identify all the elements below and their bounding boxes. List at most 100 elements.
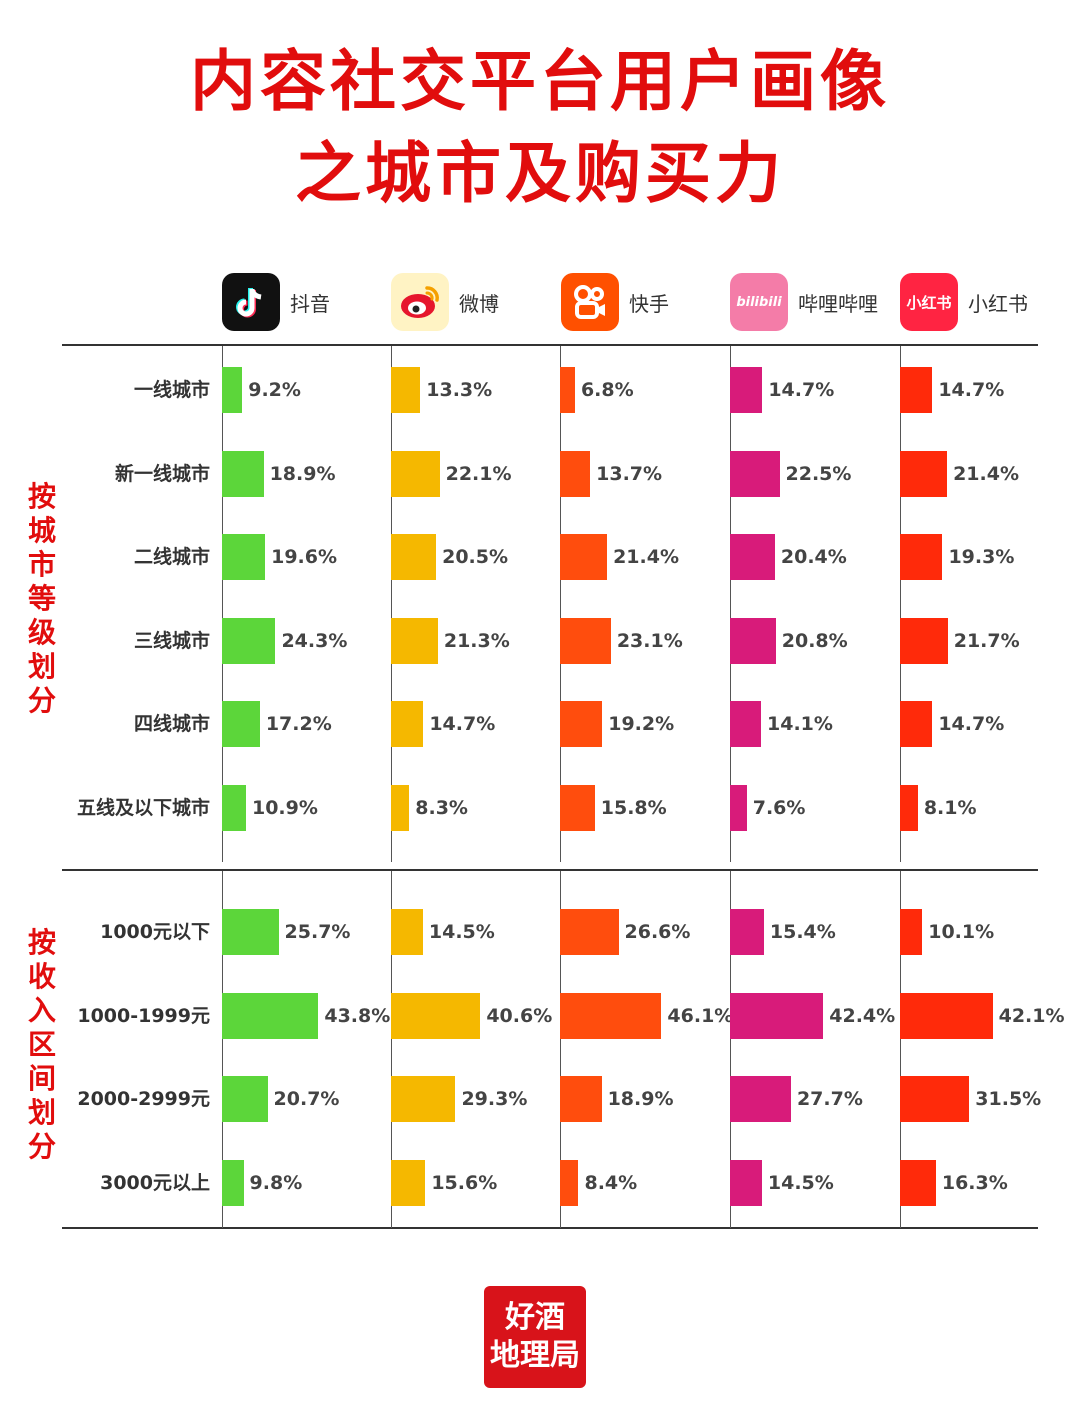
category-label: 二线城市: [133, 546, 210, 569]
data-label: 19.2%: [608, 713, 675, 736]
axis-line: [730, 871, 731, 1228]
bar: [730, 992, 824, 1039]
title-line-2: 之城市及购买力: [295, 134, 785, 212]
data-label: 6.8%: [580, 379, 634, 401]
bar: [730, 701, 762, 748]
data-label: 24.3%: [281, 629, 348, 652]
header-douyin: 抖音: [222, 272, 330, 332]
data-label: 43.8%: [324, 1004, 391, 1027]
bar: [730, 1159, 762, 1206]
data-label: 15.8%: [600, 797, 667, 819]
category-label: 四线城市: [133, 713, 210, 736]
axis-line: [391, 346, 392, 862]
data-label: 8.3%: [415, 797, 468, 819]
bar: [730, 534, 775, 581]
bar: [391, 701, 424, 748]
bar: [900, 534, 943, 581]
bar: [900, 450, 948, 497]
kuaishou-icon: [561, 273, 619, 331]
category-label: 五线及以下城市: [76, 797, 210, 819]
divider-bottom: [62, 1227, 1038, 1229]
divider-top: [62, 344, 1038, 346]
data-label: 7.6%: [752, 797, 806, 819]
category-label: 一线城市: [133, 379, 210, 401]
data-label: 31.5%: [975, 1088, 1042, 1111]
data-label: 29.3%: [461, 1088, 528, 1111]
bar: [900, 785, 918, 831]
data-label: 14.5%: [428, 921, 495, 943]
platform-name: 微博: [459, 291, 499, 316]
data-label: 40.6%: [486, 1004, 553, 1027]
title-line-1: 内容社交平台用户画像: [190, 42, 890, 120]
data-label: 13.3%: [426, 379, 493, 401]
data-label: 14.5%: [767, 1171, 834, 1194]
data-label: 8.4%: [584, 1171, 638, 1194]
data-label: 14.1%: [767, 713, 833, 736]
data-label: 19.3%: [948, 546, 1015, 569]
data-label: 21.4%: [953, 462, 1019, 485]
bar: [391, 450, 440, 497]
data-label: 9.2%: [248, 379, 301, 401]
bar: [560, 534, 608, 581]
bar: [391, 367, 421, 413]
data-label: 16.3%: [941, 1171, 1008, 1194]
header-kuaishou: 快手: [561, 272, 669, 332]
axis-line: [560, 871, 561, 1228]
platform-name: 哔哩哔哩: [798, 291, 878, 316]
bar: [560, 617, 611, 664]
data-label: 21.7%: [953, 629, 1020, 652]
data-label: 17.2%: [265, 713, 332, 736]
bar: [391, 992, 481, 1039]
logo-line-1: 好酒: [505, 1300, 565, 1335]
bar: [560, 1159, 579, 1206]
data-label: 14.7%: [938, 379, 1005, 401]
data-label: 18.9%: [269, 462, 336, 485]
section-label-income: 按收入区间划分: [22, 926, 62, 1164]
axis-line: [391, 871, 392, 1228]
data-label: 46.1%: [667, 1004, 734, 1027]
xiaohongshu-icon: 小红书: [900, 273, 958, 331]
data-label: 21.3%: [443, 629, 510, 652]
axis-line: [222, 346, 223, 862]
bar: [391, 1076, 456, 1123]
data-label: 14.7%: [429, 713, 496, 736]
data-label: 42.4%: [829, 1004, 896, 1027]
bar: [730, 1076, 791, 1123]
data-label: 13.7%: [596, 462, 663, 485]
data-label: 20.5%: [442, 546, 509, 569]
bar: [900, 909, 923, 955]
data-label: 9.8%: [249, 1171, 303, 1194]
data-label: 18.9%: [607, 1088, 674, 1111]
header-weibo: 微博: [391, 272, 499, 332]
bar: [222, 534, 266, 581]
axis-line: [900, 346, 901, 862]
category-label: 三线城市: [133, 629, 210, 652]
bar: [560, 909, 619, 955]
axis-line: [560, 346, 561, 862]
data-label: 26.6%: [624, 921, 691, 943]
bar: [222, 992, 319, 1039]
bar: [222, 1159, 244, 1206]
platform-name: 快手: [629, 291, 669, 316]
bar: [560, 1076, 602, 1123]
data-label: 25.7%: [284, 921, 351, 943]
bar: [900, 1159, 936, 1206]
axis-line: [222, 871, 223, 1228]
axis-line: [900, 871, 901, 1228]
category-label: 1000元以下: [100, 921, 210, 943]
bar: [391, 1159, 426, 1206]
section-label-income-text: 按收入区间划分: [27, 926, 56, 1163]
bar: [900, 367, 933, 413]
bar: [222, 909, 279, 955]
category-label: 3000元以上: [100, 1171, 210, 1194]
bar: [222, 617, 276, 664]
header-xiaohongshu: 小红书 小红书: [900, 272, 1028, 332]
data-label: 19.6%: [271, 546, 338, 569]
bar: [222, 785, 246, 831]
data-label: 14.7%: [768, 379, 835, 401]
bar: [560, 785, 595, 831]
section-label-city-text: 按城市等级划分: [27, 480, 56, 717]
data-label: 20.8%: [781, 629, 848, 652]
bar: [560, 367, 575, 413]
douyin-icon: [222, 273, 280, 331]
